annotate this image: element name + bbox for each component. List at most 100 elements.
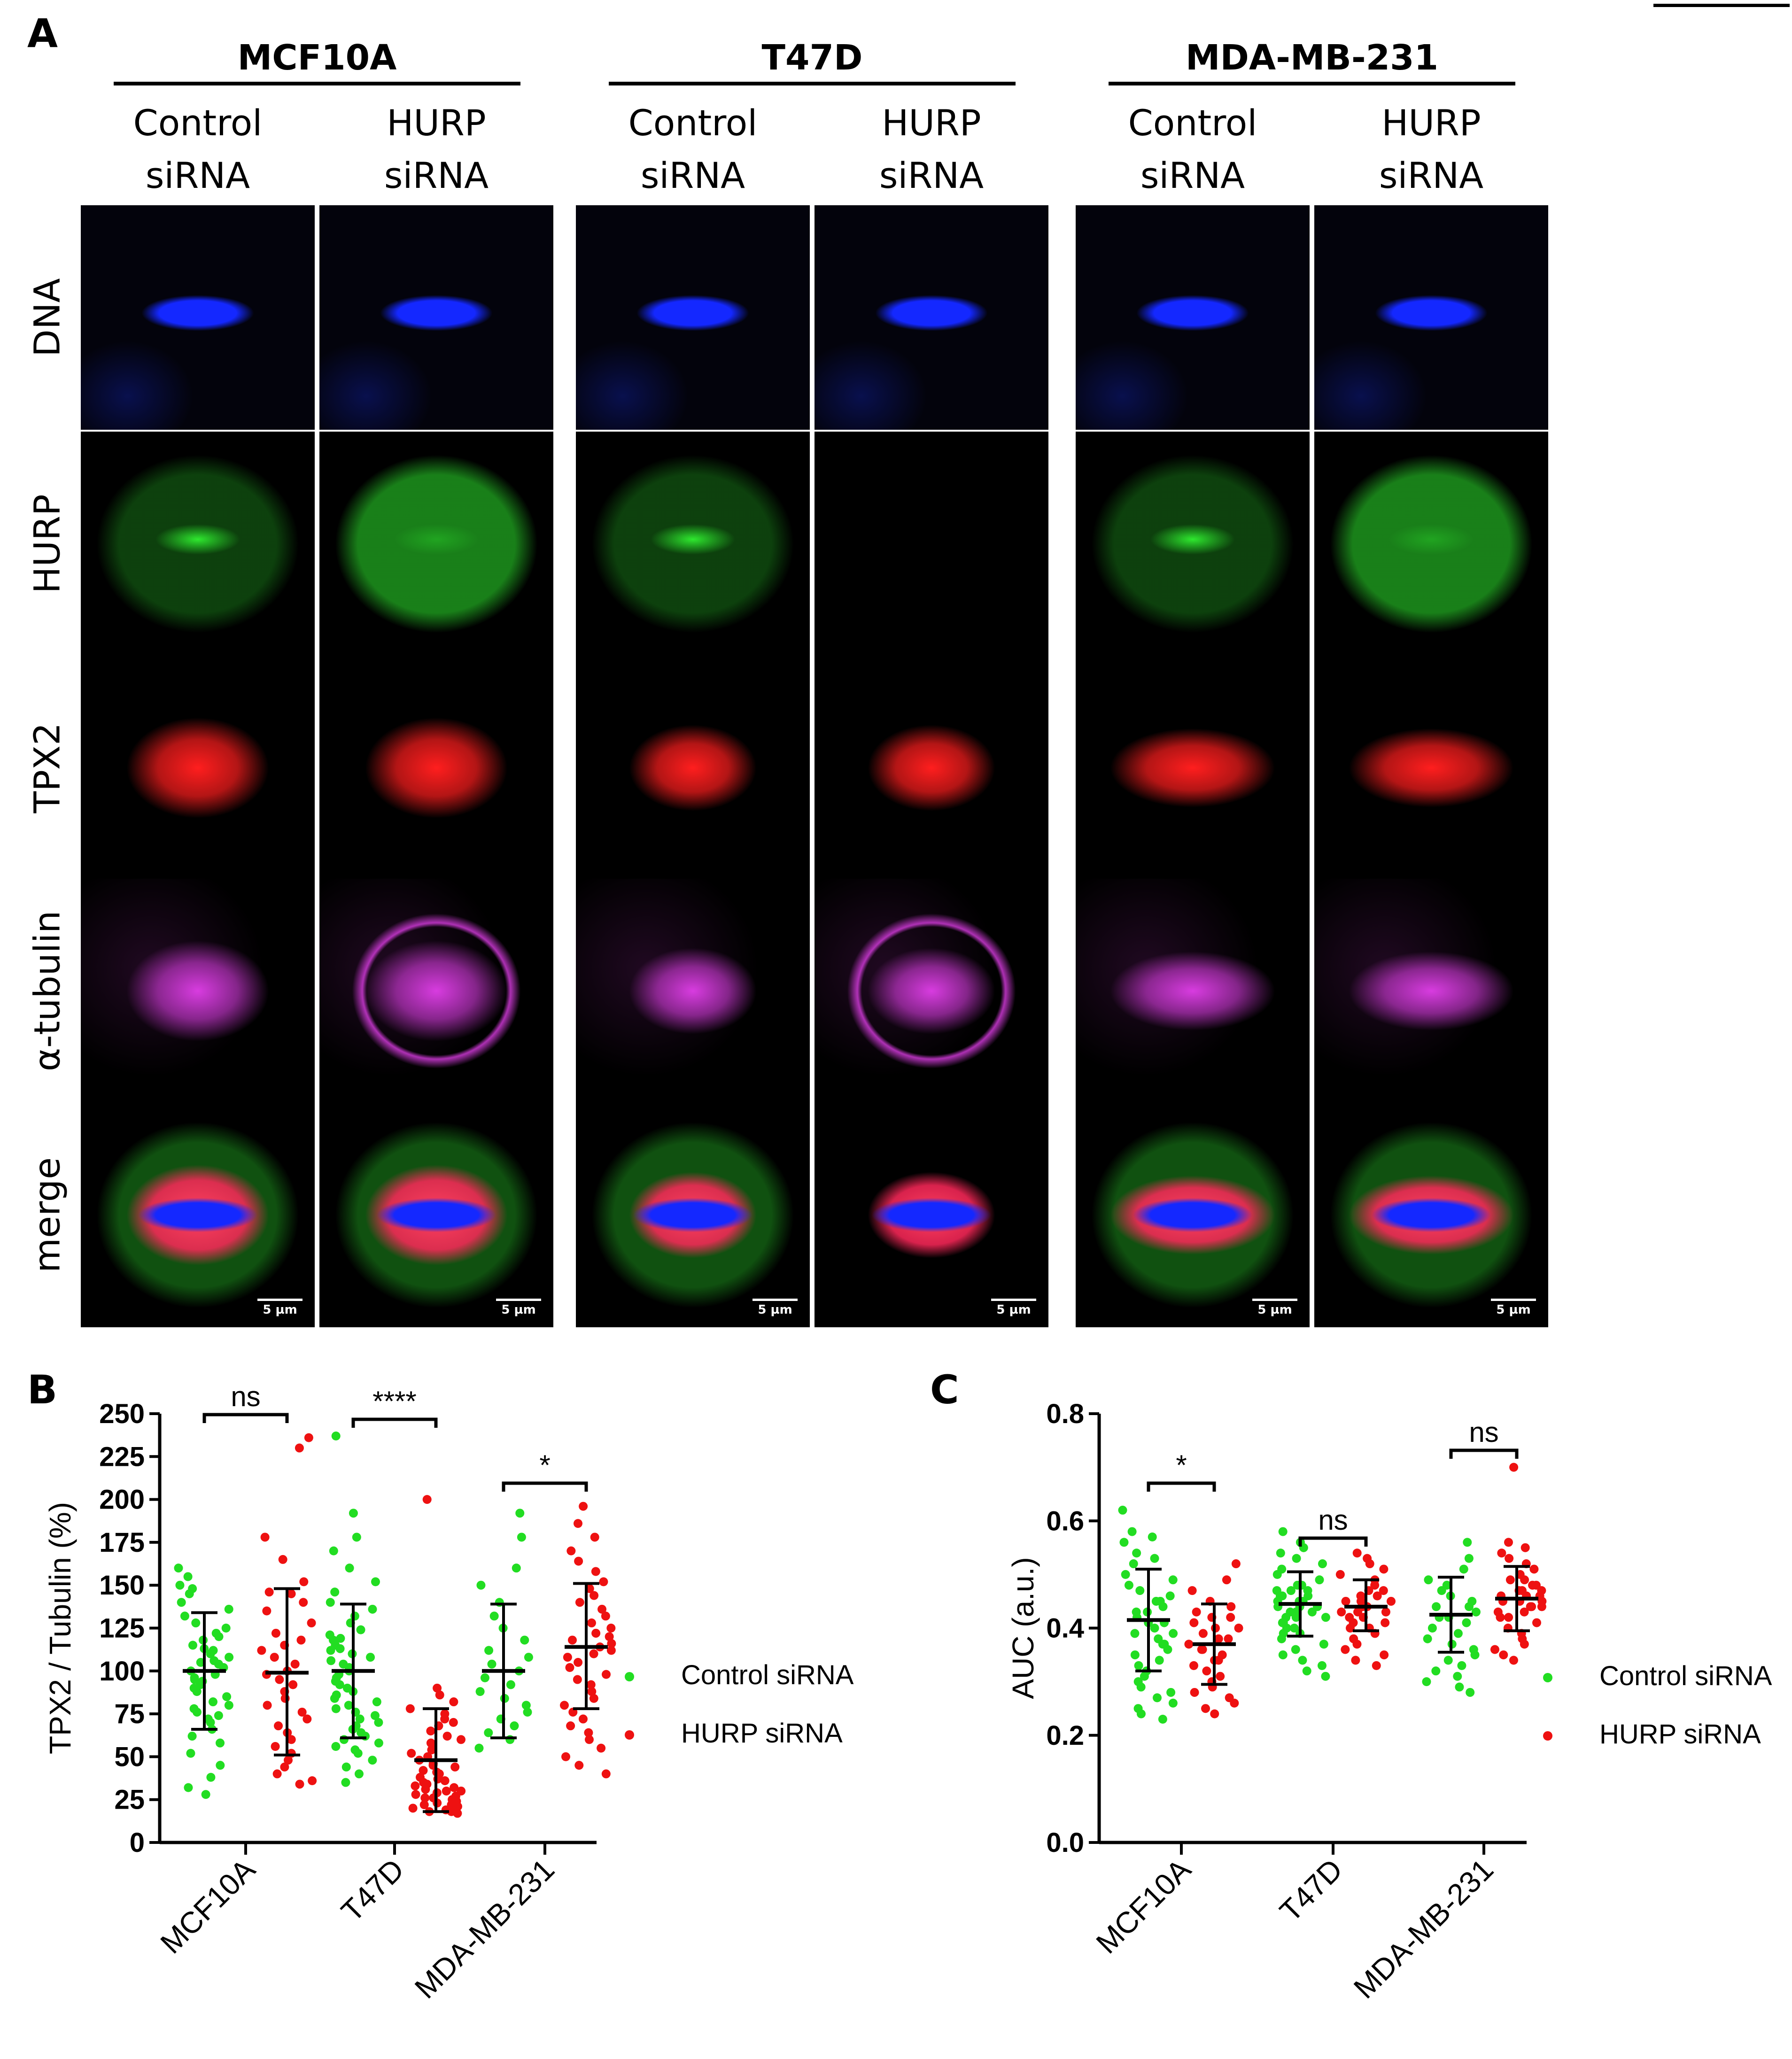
data-point (331, 1431, 341, 1440)
data-point (262, 1606, 272, 1616)
data-point (1453, 1672, 1462, 1681)
micrograph-mcf10a-hurp-dna (319, 205, 553, 430)
data-point (374, 1718, 383, 1727)
data-point (1289, 1624, 1299, 1633)
data-point (1202, 1666, 1211, 1676)
micrograph-mda-mb-231-control-merge: 5 µm (1076, 1103, 1310, 1327)
data-point (263, 1701, 272, 1710)
y-tick-label: 0.6 (1046, 1506, 1084, 1536)
condition-label: Control siRNA (81, 97, 315, 202)
data-point (1192, 1607, 1201, 1617)
y-tick-label: 100 (99, 1656, 145, 1687)
data-point (419, 1766, 428, 1775)
data-point (1464, 1554, 1474, 1563)
data-point (330, 1694, 339, 1703)
data-point (191, 1618, 201, 1628)
scale-bar-line (1252, 1299, 1297, 1301)
y-axis-label: TPX2 / Tubulin (%) (43, 1502, 77, 1754)
data-point (420, 1793, 430, 1803)
data-point (341, 1778, 350, 1787)
data-point (283, 1756, 293, 1765)
data-point (1286, 1586, 1296, 1595)
data-point (1291, 1613, 1301, 1622)
y-tick-label: 225 (99, 1441, 145, 1472)
micrograph-mda-mb-231-hurp-hurp (1314, 432, 1548, 656)
cell-line-title-mcf10a: MCF10A (237, 38, 397, 78)
data-point (274, 1721, 283, 1731)
data-point (1155, 1656, 1164, 1665)
row-label-tubulin: α-tubulin (26, 910, 68, 1072)
data-point (264, 1587, 274, 1597)
data-point (224, 1701, 233, 1710)
data-point (1505, 1554, 1514, 1563)
data-point (590, 1591, 599, 1600)
data-point (586, 1680, 596, 1689)
y-tick-label: 0 (130, 1827, 145, 1858)
data-point (1121, 1570, 1130, 1579)
data-point (476, 1580, 486, 1590)
condition-line1: HURP (882, 102, 981, 144)
data-point (1365, 1559, 1374, 1569)
data-point (1321, 1613, 1330, 1622)
data-point (1124, 1580, 1133, 1590)
data-point (275, 1675, 284, 1684)
data-point (1341, 1596, 1350, 1606)
legend-label: HURP siRNA (1599, 1719, 1761, 1749)
data-point (475, 1687, 485, 1696)
data-point (566, 1721, 575, 1731)
cell-line-title-mda-mb-231: MDA-MB-231 (1185, 38, 1439, 78)
micrograph-mcf10a-hurp-tpx2 (319, 656, 553, 880)
micrograph-mcf10a-control-dna (81, 205, 315, 430)
data-point (307, 1618, 316, 1628)
data-point (188, 1641, 197, 1650)
micrograph-mcf10a-control-tubulin (81, 879, 315, 1103)
data-point (326, 1656, 336, 1665)
data-point (1370, 1580, 1380, 1590)
data-point (1184, 1640, 1194, 1649)
data-point (1335, 1570, 1345, 1579)
x-tick-label: T47D (1273, 1852, 1349, 1928)
data-point (1190, 1687, 1199, 1697)
data-point (1151, 1596, 1161, 1606)
y-tick-label: 75 (114, 1699, 145, 1729)
condition-line2: siRNA (384, 155, 489, 196)
data-point (1130, 1629, 1140, 1638)
scale-bar-label: 5 µm (1257, 1303, 1292, 1317)
scale-bar: 5 µm (1491, 1299, 1536, 1317)
data-point (1187, 1586, 1197, 1595)
significance-label: ns (1469, 1417, 1498, 1448)
micrograph-t47d-hurp-tubulin (815, 879, 1048, 1103)
data-point (489, 1611, 499, 1621)
corner-rule (1653, 4, 1790, 7)
data-point (449, 1718, 458, 1727)
data-point (222, 1692, 232, 1702)
condition-line2: siRNA (879, 155, 984, 196)
y-tick-label: 175 (99, 1527, 145, 1558)
scale-bar-line (1491, 1299, 1536, 1301)
data-point (450, 1783, 459, 1792)
panel-c-label: C (930, 1367, 959, 1413)
condition-line1: Control (628, 102, 758, 144)
data-point (1462, 1618, 1471, 1627)
condition-line1: HURP (387, 102, 486, 144)
significance-label: ns (1318, 1504, 1348, 1536)
data-point (1168, 1575, 1178, 1585)
data-point (1230, 1698, 1239, 1708)
scale-bar: 5 µm (1252, 1299, 1297, 1317)
chart-auc: 0.0 0.2 0.4 0.6 0.8 AUC (a.u.) MCF10A T47DMDA-M… (1006, 1399, 1772, 2005)
condition-line2: siRNA (1379, 155, 1484, 196)
data-point (566, 1546, 576, 1556)
data-point (206, 1773, 216, 1782)
condition-line2: siRNA (1140, 155, 1245, 196)
data-point (208, 1697, 217, 1707)
data-point (331, 1704, 341, 1713)
scale-bar: 5 µm (496, 1299, 541, 1317)
significance-bracket (502, 1481, 588, 1492)
data-point (1272, 1570, 1282, 1579)
data-point (405, 1704, 415, 1713)
data-point (297, 1707, 307, 1717)
data-point (1307, 1607, 1317, 1617)
data-point (1459, 1564, 1468, 1574)
data-point (1520, 1607, 1529, 1617)
condition-line2: siRNA (145, 155, 250, 196)
